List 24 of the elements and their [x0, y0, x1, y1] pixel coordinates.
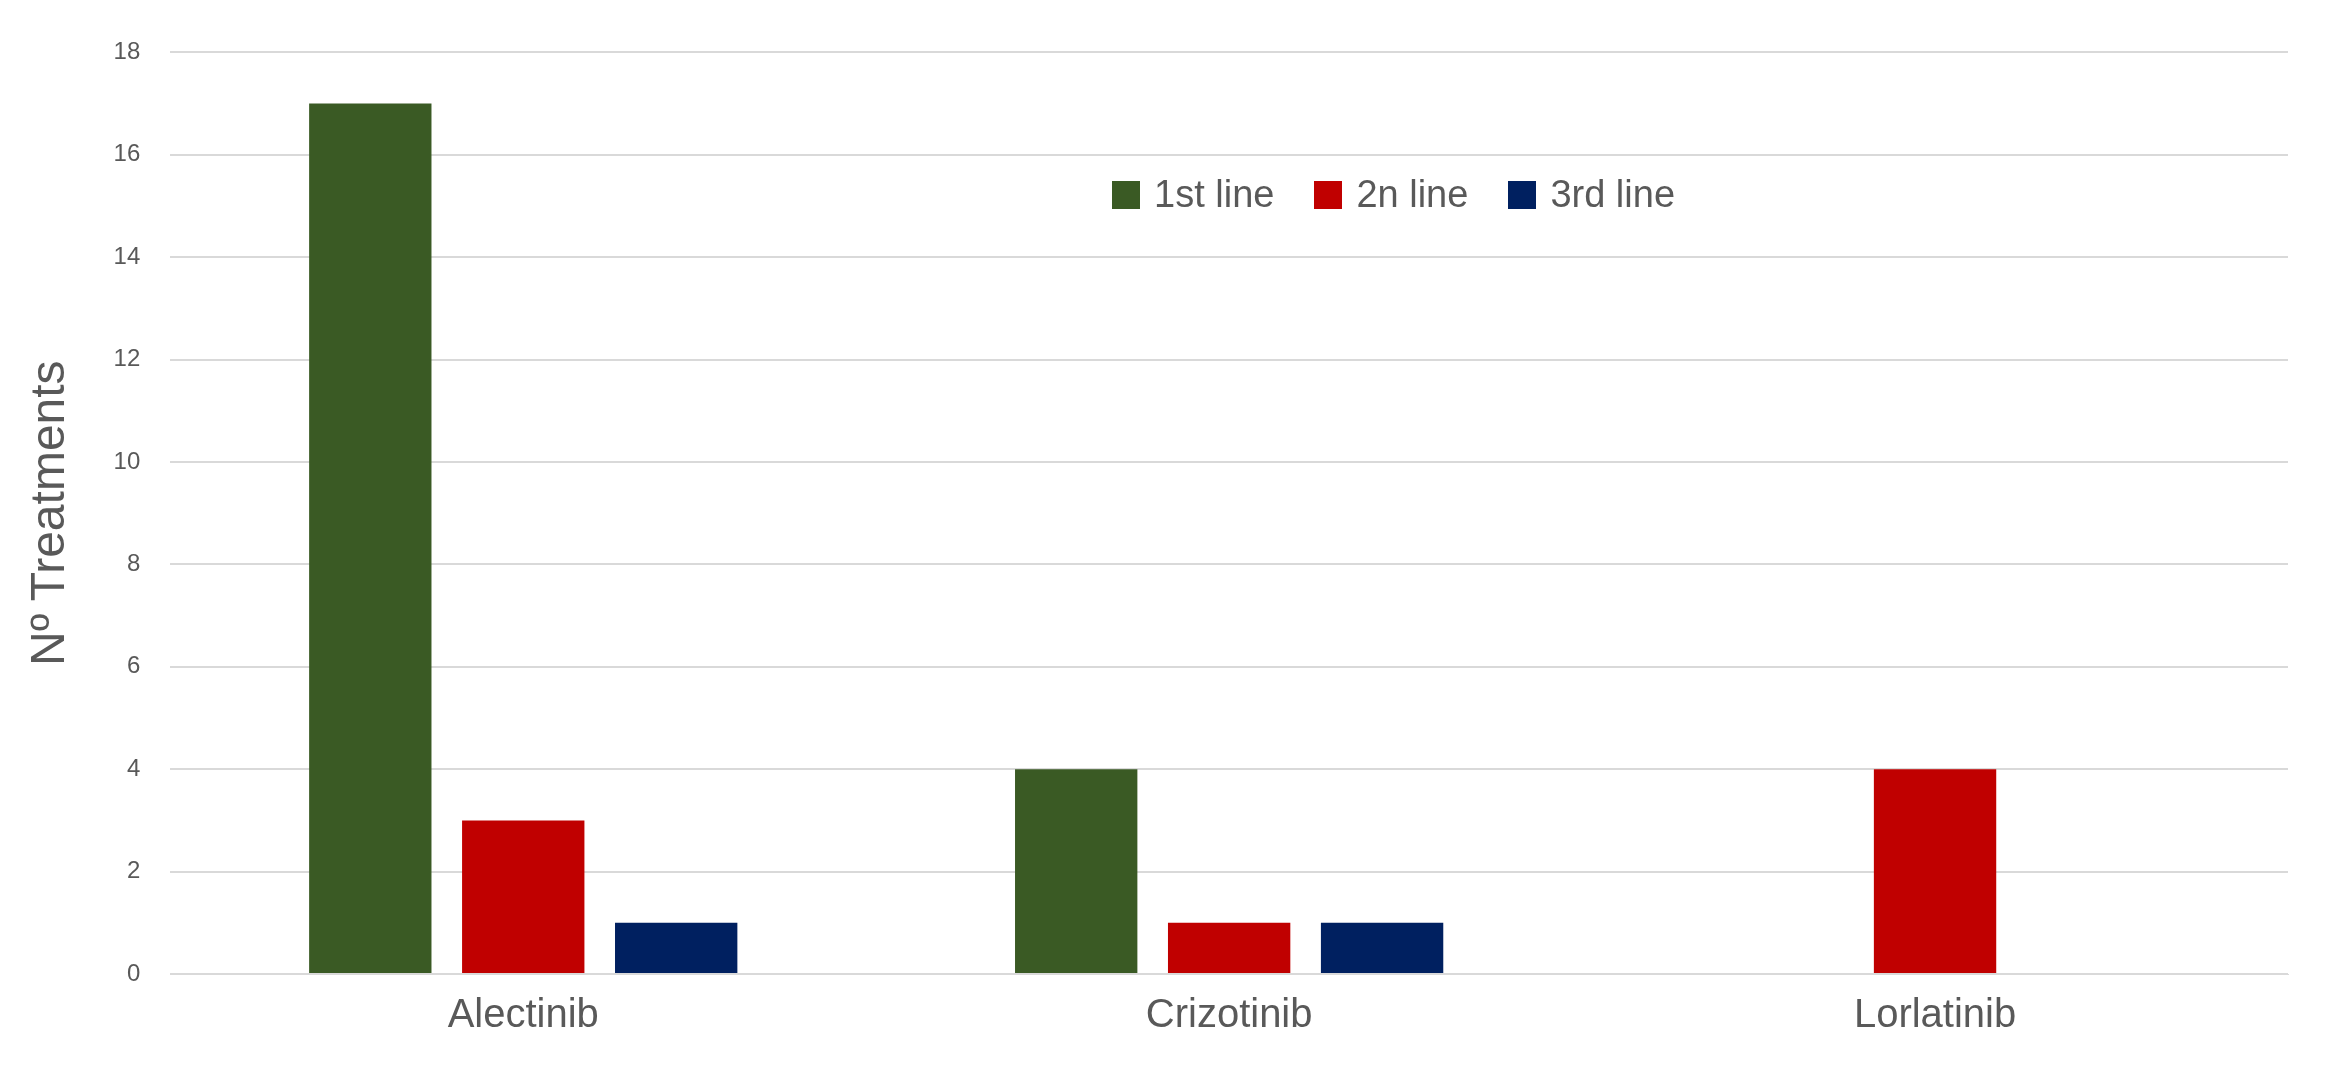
- x-tick-label: Lorlatinib: [1853, 991, 2017, 1036]
- y-tick-label: 0: [126, 958, 141, 986]
- bar: [1167, 922, 1291, 973]
- y-tick-label: 8: [126, 549, 141, 577]
- y-tick-label: 2: [126, 856, 141, 884]
- y-tick-label: 4: [126, 753, 141, 781]
- y-tick-label: 14: [113, 241, 141, 269]
- y-tick-label: 16: [113, 139, 141, 167]
- bar: [1320, 922, 1444, 973]
- x-tick-label: Alectinib: [447, 991, 599, 1036]
- legend-label: 3rd line: [1550, 173, 1676, 216]
- legend-label: 2n line: [1356, 173, 1469, 216]
- bar: [615, 922, 738, 973]
- y-tick-label: 18: [113, 37, 141, 65]
- y-axis-title: Nº Treatments: [21, 360, 75, 667]
- bar: [1873, 769, 1997, 973]
- bar: [462, 820, 585, 973]
- x-tick-label: Crizotinib: [1145, 991, 1313, 1036]
- y-tick-label: 10: [113, 446, 141, 474]
- y-tick-label: 12: [113, 344, 141, 372]
- legend-label: 1st line: [1154, 173, 1275, 216]
- y-tick-label: 6: [126, 651, 141, 679]
- bar: [309, 103, 432, 973]
- bar: [1015, 769, 1138, 973]
